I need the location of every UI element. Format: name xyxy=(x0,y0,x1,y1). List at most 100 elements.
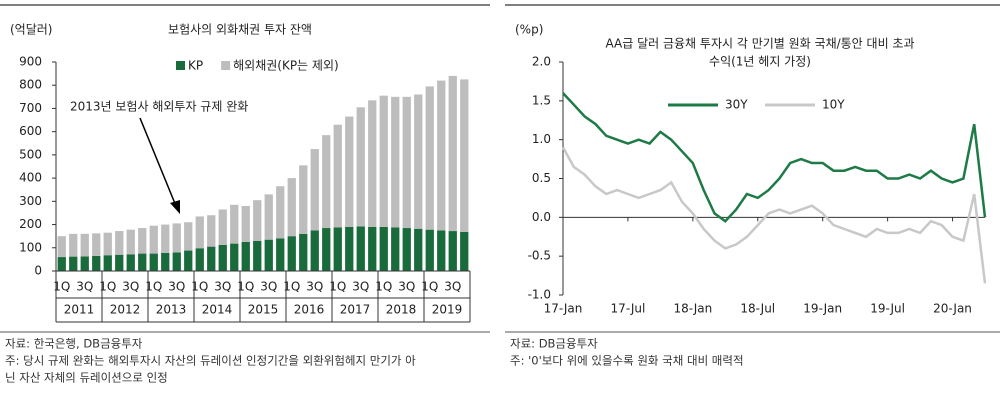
bar-segment xyxy=(448,231,457,271)
x-tick-label: 18-Jan xyxy=(673,302,712,316)
bar-segment xyxy=(310,149,319,231)
legend-label: 해외채권(KP는 제외) xyxy=(233,59,339,73)
bar-segment xyxy=(195,248,204,271)
y-tick-label: 600 xyxy=(19,124,42,138)
bar-segment xyxy=(356,107,365,227)
x-tick-label: 17-Jul xyxy=(611,302,646,316)
bar-segment xyxy=(161,224,170,253)
x-tick-label: 3Q xyxy=(214,280,231,294)
bar-segment xyxy=(138,253,147,271)
bar-segment xyxy=(80,233,89,257)
bar-segment xyxy=(92,233,101,256)
bar-segment xyxy=(276,238,285,271)
x-tick-label: 3Q xyxy=(168,280,185,294)
x-tick-label: 17-Jan xyxy=(544,302,583,316)
bar-segment xyxy=(149,225,158,254)
bar-segment xyxy=(253,240,262,271)
y-tick-label: 0.0 xyxy=(532,210,551,224)
y-axis-label: (억달러) xyxy=(10,23,52,37)
y-tick-label: 100 xyxy=(19,240,42,254)
x-tick-label: 3Q xyxy=(260,280,277,294)
y-tick-label: 800 xyxy=(19,78,42,92)
chart-title: 보험사의 외화채권 투자 잔액 xyxy=(168,23,312,37)
bar-segment xyxy=(172,252,181,271)
x-tick-label: 18-Jul xyxy=(740,302,775,316)
annotation: 2013년 보험사 해외투자 규제 완화 xyxy=(70,100,248,114)
bar-segment xyxy=(345,116,354,227)
bar-segment xyxy=(299,233,308,271)
y-tick-label: 900 xyxy=(19,55,42,69)
y-tick-label: 400 xyxy=(19,171,42,185)
x-tick-label: 3Q xyxy=(306,280,323,294)
x-tick-label: 1Q xyxy=(283,280,300,294)
note: 닌 자산 자체의 듀레이션으로 인정 xyxy=(5,371,168,385)
year-label: 2015 xyxy=(248,303,279,317)
x-tick-label: 19-Jul xyxy=(870,302,905,316)
y-tick-label: 0 xyxy=(34,264,42,278)
legend-label: 30Y xyxy=(725,98,748,112)
bar-segment xyxy=(345,226,354,271)
year-label: 2012 xyxy=(110,303,141,317)
bar-segment xyxy=(80,256,89,271)
bar-segment xyxy=(57,236,66,258)
bar-segment xyxy=(126,254,135,271)
legend-swatch xyxy=(221,61,231,70)
x-tick-label: 3Q xyxy=(444,280,461,294)
bar-segment xyxy=(287,178,296,237)
x-tick-label: 1Q xyxy=(237,280,254,294)
y-tick-label: 300 xyxy=(19,194,42,208)
legend-swatch xyxy=(176,61,185,70)
bar-segment xyxy=(356,226,365,271)
bar-segment xyxy=(299,165,308,234)
bar-segment xyxy=(92,255,101,271)
x-tick-label: 3Q xyxy=(398,280,415,294)
x-tick-label: 1Q xyxy=(191,280,208,294)
bar-segment xyxy=(230,204,239,244)
bar-segment xyxy=(184,222,193,251)
bar-segment xyxy=(368,100,377,227)
annotation-arrowhead xyxy=(170,200,180,214)
chart-title: AA급 달러 금융채 투자시 각 만기별 원화 국채/통안 대비 초과 xyxy=(605,37,914,51)
x-tick-label: 1Q xyxy=(421,280,438,294)
y-tick-label: 200 xyxy=(19,217,42,231)
y-tick-label: 1.5 xyxy=(532,93,551,107)
bar-segment xyxy=(230,243,239,271)
y-axis-label: (%p) xyxy=(515,23,543,37)
bar-segment xyxy=(414,228,423,271)
x-tick-label: 1Q xyxy=(53,280,70,294)
bar-segment xyxy=(333,227,342,271)
y-tick-label: 2.0 xyxy=(532,55,551,69)
y-tick-label: 700 xyxy=(19,101,42,115)
bar-segment xyxy=(241,241,250,271)
bar-segment xyxy=(126,229,135,255)
year-label: 2017 xyxy=(340,303,371,317)
bar-segment xyxy=(310,230,319,271)
bar-segment xyxy=(425,86,434,230)
bar-segment xyxy=(322,228,331,271)
bar-segment xyxy=(402,228,411,271)
year-label: 2019 xyxy=(432,303,463,317)
note: 주: '0'보다 위에 있을수록 원화 국채 대비 매력적 xyxy=(510,354,744,368)
bar-segment xyxy=(69,256,78,271)
line-series xyxy=(561,146,987,284)
note: 자료: DB금융투자 xyxy=(510,337,598,351)
bar-segment xyxy=(264,239,273,271)
year-label: 2018 xyxy=(386,303,417,317)
x-tick-label: 20-Jan xyxy=(933,302,972,316)
bar-segment xyxy=(460,231,469,271)
y-tick-label: -0.5 xyxy=(528,249,551,263)
x-tick-label: 1Q xyxy=(145,280,162,294)
legend-label: KP xyxy=(188,59,203,73)
note: 주: 당시 규제 완화는 해외투자시 자산의 듀레이션 인정기간을 외환위험헤지… xyxy=(5,354,416,368)
bar-segment xyxy=(207,246,216,271)
bar-segment xyxy=(69,233,78,257)
bar-segment xyxy=(103,255,112,271)
bar-segment xyxy=(172,223,181,253)
year-label: 2014 xyxy=(202,303,233,317)
y-tick-label: 500 xyxy=(19,147,42,161)
bar-segment xyxy=(161,252,170,271)
bar-segment xyxy=(333,124,342,228)
bar-segment xyxy=(414,94,423,229)
bar-segment xyxy=(57,257,66,271)
